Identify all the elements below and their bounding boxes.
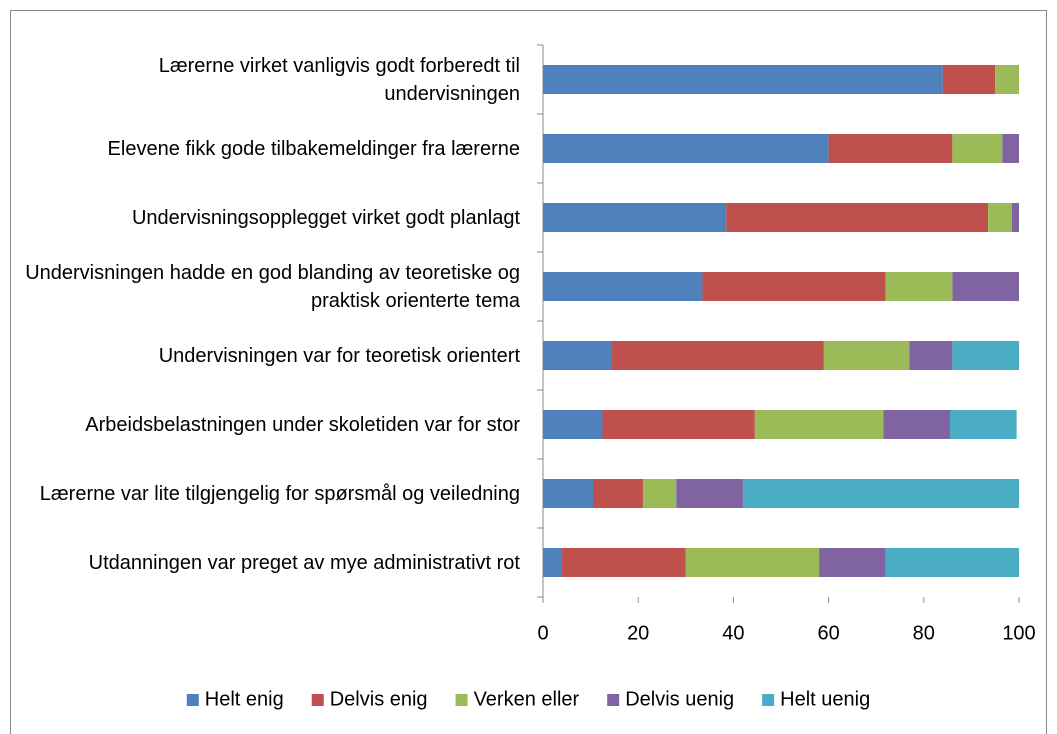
bar-segment xyxy=(942,65,996,94)
category-label: Undervisningen hadde en god blanding av … xyxy=(25,261,520,312)
bar-segment xyxy=(543,272,703,301)
legend-label: Delvis enig xyxy=(330,688,428,710)
category-label: Undervisningen var for teoretisk oriente… xyxy=(158,344,520,367)
bar-segment xyxy=(543,203,727,232)
legend-swatch xyxy=(186,694,199,706)
legend-swatch xyxy=(455,694,468,706)
bar-segment xyxy=(1002,134,1019,163)
bar-segment xyxy=(909,341,953,370)
bar-segment xyxy=(742,479,1019,508)
legend-label: Helt uenig xyxy=(780,688,870,710)
category-label: Arbeidsbelastningen under skoletiden var… xyxy=(85,413,520,436)
bar-segment xyxy=(949,410,1017,439)
legend-swatch xyxy=(762,694,775,706)
bar-segment xyxy=(988,203,1012,232)
bar-segment xyxy=(543,65,943,94)
x-tick-label: 100 xyxy=(1002,622,1035,644)
bar-segment xyxy=(726,203,989,232)
category-label: Undervisningsopplegget virket godt planl… xyxy=(131,206,520,229)
category-label: Lærerne virket vanligvis godt forberedt … xyxy=(158,54,520,105)
category-label: Elevene fikk gode tilbakemeldinger fra l… xyxy=(107,137,520,160)
x-tick-label: 40 xyxy=(722,622,744,644)
legend-label: Delvis uenig xyxy=(625,688,734,710)
frame xyxy=(10,10,1047,734)
bar-segment xyxy=(543,410,603,439)
bar-segment xyxy=(995,65,1019,94)
x-tick-label: 60 xyxy=(817,622,839,644)
legend-swatch xyxy=(607,694,620,706)
bar-segment xyxy=(642,479,677,508)
bar-segment xyxy=(543,479,593,508)
bar-segment xyxy=(754,410,884,439)
bar-segment xyxy=(885,548,1019,577)
x-tick-label: 0 xyxy=(537,622,548,644)
bar-segment xyxy=(543,134,829,163)
bar-segment xyxy=(1011,203,1019,232)
bar-segment xyxy=(885,272,953,301)
bar-segment xyxy=(685,548,820,577)
bar-segment xyxy=(823,341,910,370)
bar-segment xyxy=(543,341,613,370)
bar-segment xyxy=(952,341,1019,370)
bar-segment xyxy=(952,134,1003,163)
bar-segment xyxy=(952,272,1019,301)
bar-segment xyxy=(602,410,755,439)
bar-segment xyxy=(819,548,886,577)
bar-segment xyxy=(702,272,886,301)
legend-swatch xyxy=(311,694,324,706)
legend-label: Helt enig xyxy=(205,688,284,710)
bar-segment xyxy=(612,341,824,370)
bar-segment xyxy=(543,548,563,577)
x-tick-label: 20 xyxy=(627,622,649,644)
bar-segment xyxy=(592,479,643,508)
bar-segment xyxy=(676,479,743,508)
bar-segment xyxy=(828,134,953,163)
bar-segment xyxy=(562,548,686,577)
bar-segment xyxy=(883,410,950,439)
category-label: Lærerne var lite tilgjengelig for spørsm… xyxy=(39,482,520,505)
legend-label: Verken eller xyxy=(474,688,580,710)
x-tick-label: 80 xyxy=(913,622,935,644)
category-label: Utdanningen var preget av mye administra… xyxy=(88,551,520,574)
